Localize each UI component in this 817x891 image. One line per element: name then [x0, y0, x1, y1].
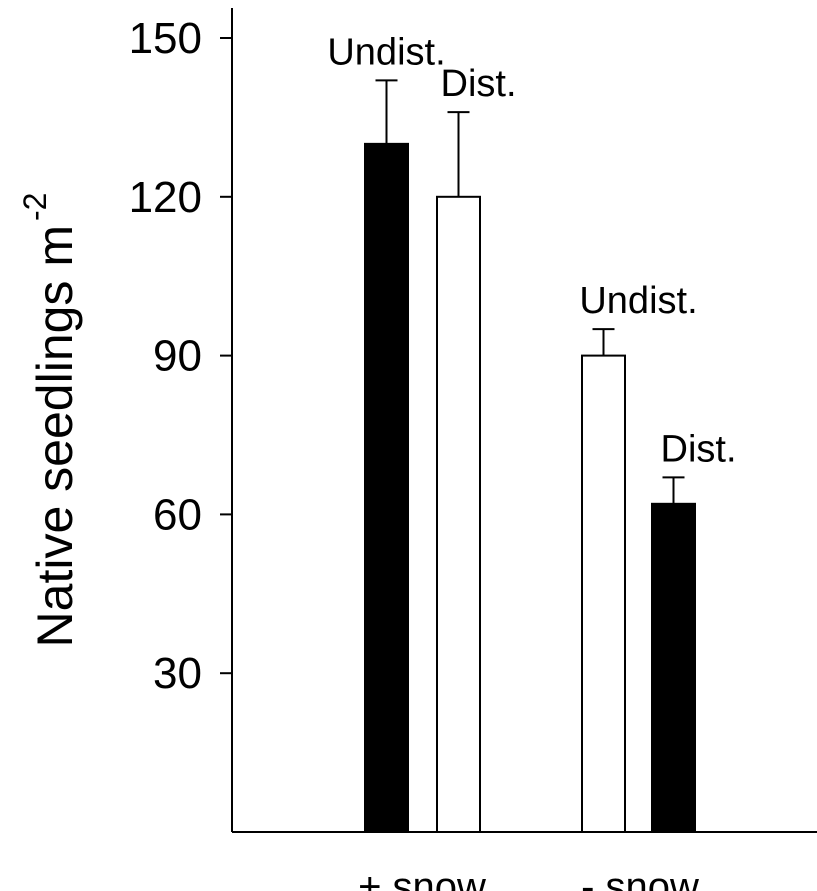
bar-group: Dist. — [651, 428, 737, 833]
bars: Undist.Dist.Undist.Dist. — [327, 31, 737, 834]
y-tick-label: 120 — [129, 173, 202, 222]
x-category-label: + snow — [358, 865, 486, 891]
y-tick-label: 60 — [153, 490, 202, 539]
bar-group: Dist. — [436, 63, 517, 834]
bar-label: Undist. — [327, 31, 445, 73]
y-axis-title-text: Native seedlings m — [27, 225, 83, 647]
y-tick-label: 90 — [153, 332, 202, 381]
y-axis-title-superscript: -2 — [17, 193, 53, 221]
bar-label: Dist. — [661, 428, 737, 470]
bar-group: Undist. — [327, 31, 446, 834]
bar-group: Undist. — [579, 280, 698, 833]
x-category-label: - snow — [581, 865, 699, 891]
bar — [581, 354, 626, 833]
bar-label: Dist. — [441, 63, 517, 105]
axes: 30 60 90 120 150 + snow - snow — [129, 8, 817, 891]
bar — [436, 195, 481, 834]
bar — [364, 142, 409, 834]
svg-text:Native seedlings m-2: Native seedlings m -2 — [17, 193, 83, 648]
y-tick-label: 150 — [129, 14, 202, 63]
bar — [651, 502, 696, 833]
y-axis-title: Native seedlings m -2 — [17, 193, 83, 648]
y-tick-label: 30 — [153, 649, 202, 698]
bar-label: Undist. — [579, 280, 697, 322]
